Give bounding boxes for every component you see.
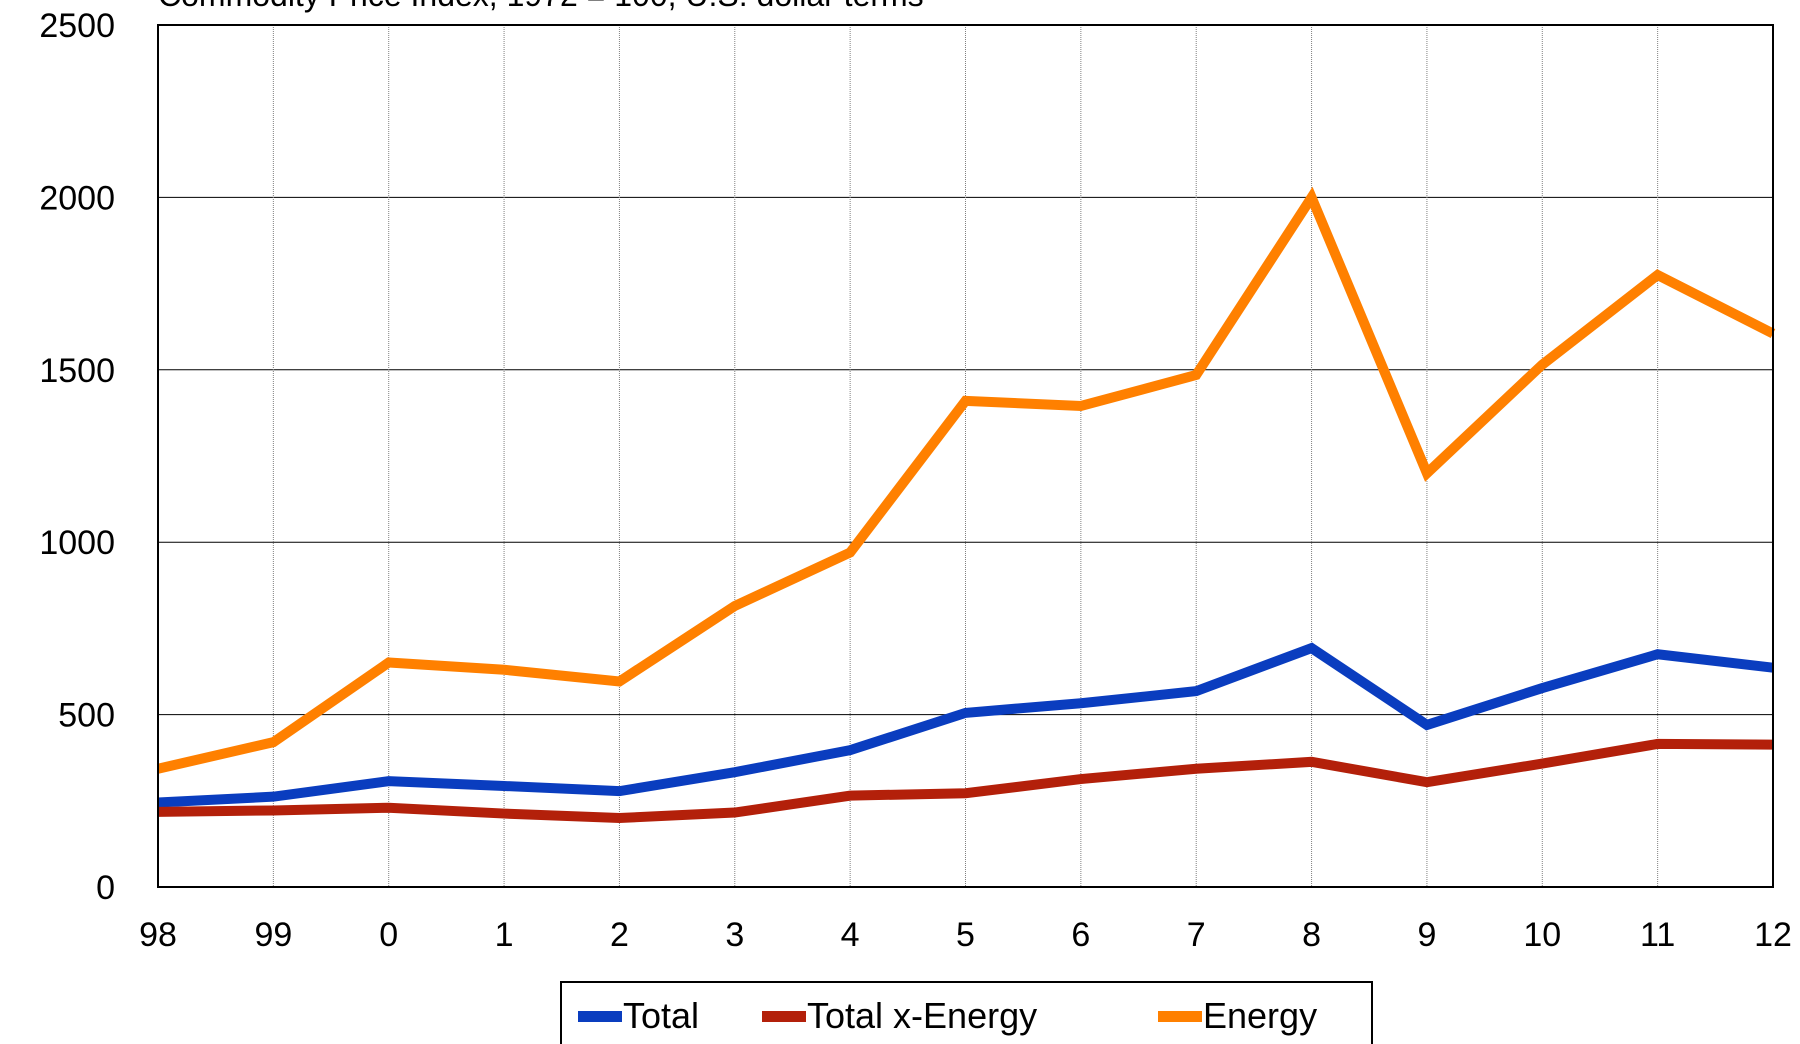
data-point: [1080, 778, 1082, 780]
data-point: [849, 749, 851, 751]
data-point: [965, 792, 966, 794]
data-point: [272, 796, 274, 798]
x-tick-label: 11: [1640, 916, 1675, 954]
x-tick-label: 0: [379, 916, 398, 954]
data-point: [965, 400, 966, 402]
data-point: [618, 817, 620, 819]
data-point: [1311, 761, 1313, 763]
data-point: [1195, 374, 1197, 376]
data-point: [503, 813, 505, 815]
data-point: [849, 552, 851, 554]
data-point: [1311, 196, 1313, 198]
plot-area-border: [157, 24, 1774, 888]
y-tick-label: 1500: [39, 352, 115, 390]
x-tick-label: 12: [1754, 916, 1792, 954]
data-point: [1541, 763, 1543, 765]
data-point: [1426, 781, 1428, 783]
x-tick-label: 6: [1071, 916, 1090, 954]
legend-swatch: [1158, 1011, 1202, 1022]
x-tick-label: 10: [1523, 916, 1561, 954]
legend-box: [560, 981, 1373, 1044]
x-axis-ticks: 98 99 0 1 2 3 4 5 6 7 8 9 10 11 12: [139, 916, 1792, 954]
x-tick-label: 4: [841, 916, 860, 954]
data-point: [1657, 743, 1659, 745]
data-point: [1541, 687, 1543, 689]
data-point: [1426, 472, 1428, 474]
x-tick-label: 3: [725, 916, 744, 954]
y-tick-label: 500: [58, 697, 115, 735]
y-tick-label: 0: [96, 869, 115, 907]
data-point: [1426, 724, 1428, 726]
y-axis-ticks: 0 500 1000 1500 2000 2500: [39, 7, 115, 907]
x-tick-label: 5: [956, 916, 975, 954]
data-point: [1311, 647, 1313, 649]
data-point: [503, 669, 505, 671]
data-point: [849, 795, 851, 797]
data-point: [272, 741, 274, 743]
data-point: [388, 780, 390, 782]
data-point: [1657, 653, 1659, 655]
data-point: [1080, 702, 1082, 704]
data-point: [388, 807, 390, 809]
data-point: [272, 809, 274, 811]
x-tick-label: 7: [1187, 916, 1206, 954]
data-point: [388, 662, 390, 664]
data-point: [1080, 405, 1082, 407]
x-tick-label: 99: [254, 916, 292, 954]
chart-title: Commodity Price Index, 1972 = 100, U.S. …: [158, 0, 924, 13]
series-lines: [156, 186, 1776, 824]
data-point: [618, 680, 620, 682]
legend-label: Energy: [1203, 995, 1317, 1036]
data-point: [1541, 364, 1543, 366]
data-point: [503, 785, 505, 787]
x-tick-label: 1: [495, 916, 514, 954]
data-point: [618, 790, 620, 792]
x-tick-label: 8: [1302, 916, 1321, 954]
legend-label: Total x-Energy: [807, 995, 1037, 1036]
data-point: [965, 712, 966, 714]
x-tick-label: 2: [610, 916, 629, 954]
data-point: [734, 771, 736, 773]
data-point: [734, 605, 736, 607]
y-tick-label: 1000: [39, 524, 115, 562]
legend-label: Total: [623, 995, 699, 1036]
y-tick-label: 2000: [39, 179, 115, 217]
legend-swatch: [578, 1011, 622, 1022]
legend: Total Total x-Energy Energy: [560, 981, 1373, 1044]
data-point: [1657, 274, 1659, 276]
data-point: [1195, 768, 1197, 770]
y-tick-label: 2500: [39, 7, 115, 45]
data-point: [734, 812, 736, 814]
x-tick-label: 9: [1417, 916, 1436, 954]
legend-swatch: [762, 1011, 806, 1022]
x-tick-label: 98: [139, 916, 177, 954]
data-point: [1195, 690, 1197, 692]
